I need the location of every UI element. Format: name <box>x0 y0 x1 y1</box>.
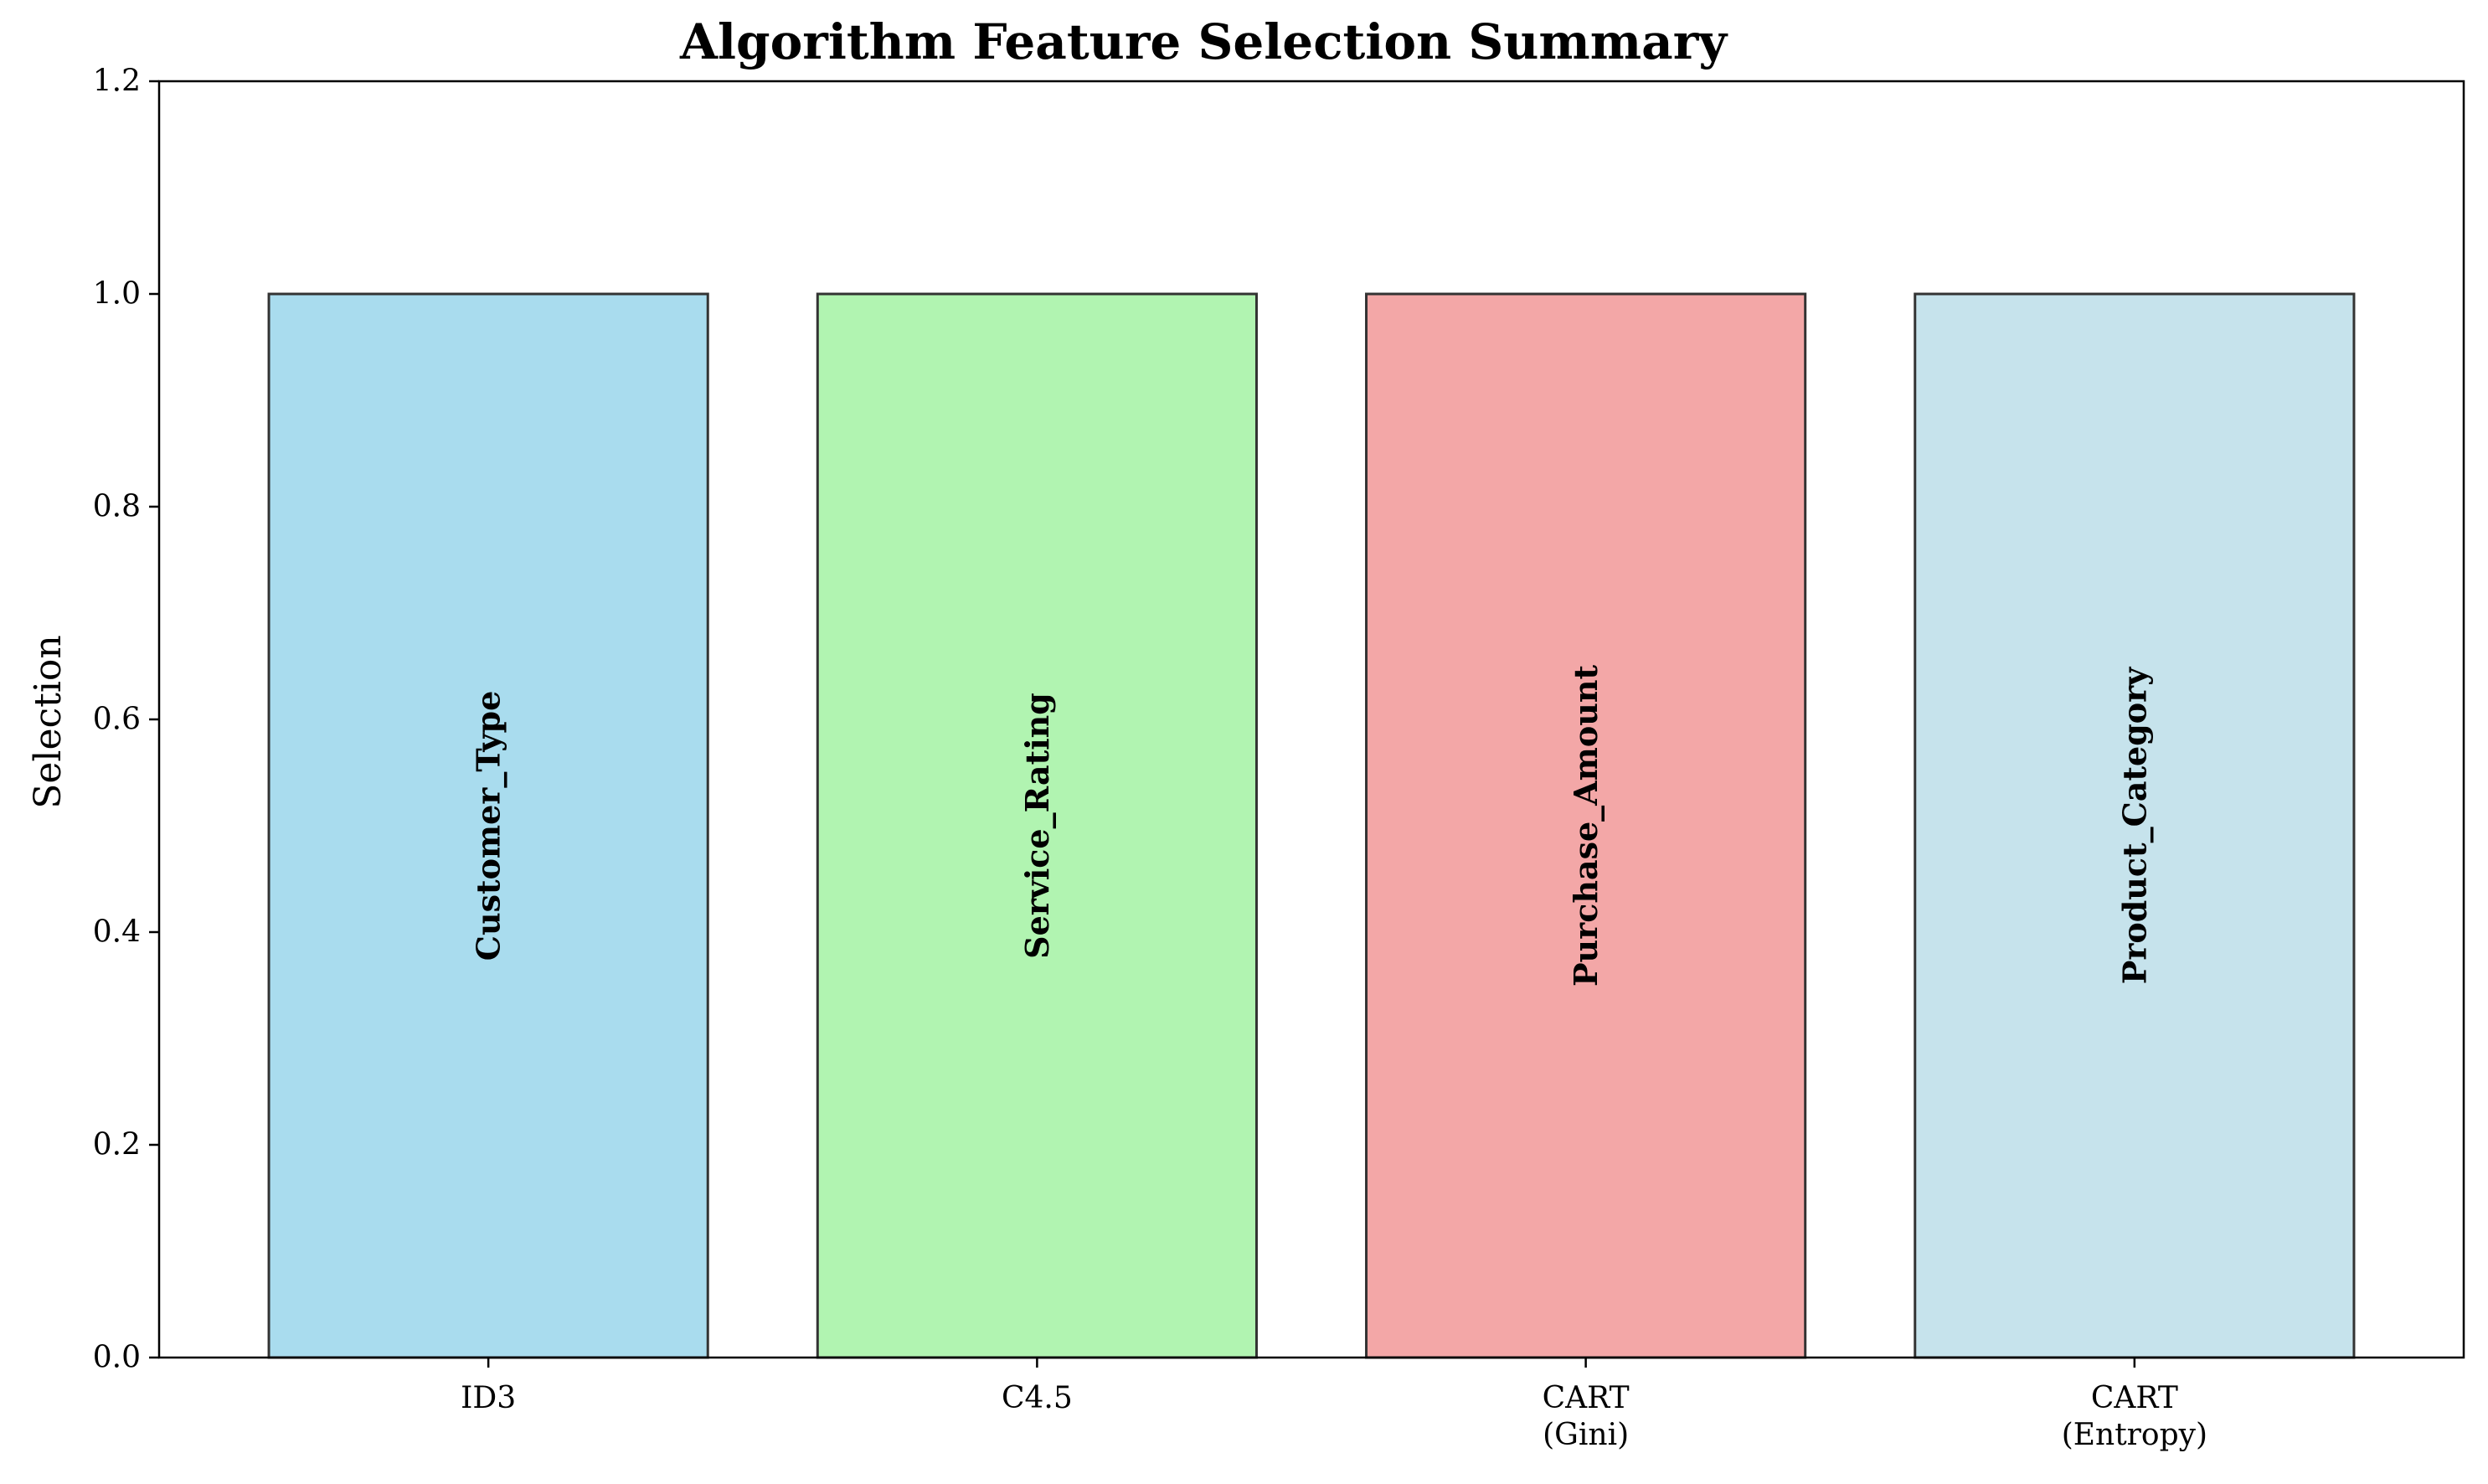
bars-layer <box>267 292 2356 1359</box>
chart-title: Algorithm Feature Selection Summary <box>679 13 1728 70</box>
x-tick-label-0: ID3 <box>461 1381 516 1415</box>
y-tick-label-6: 1.2 <box>93 64 141 99</box>
y-tick-label-1: 0.2 <box>93 1128 141 1162</box>
y-tick-label-2: 0.4 <box>93 915 141 950</box>
bar-label-3: Product_Category <box>2115 667 2153 984</box>
y-tick-label-5: 1.0 <box>93 277 141 312</box>
x-tick-label-2: CART (Gini) <box>1543 1381 1630 1452</box>
x-tick-label-1: C4.5 <box>1002 1381 1073 1415</box>
bar-0 <box>267 292 709 1359</box>
y-axis-label: Selection <box>27 635 70 809</box>
x-axis-ticks: ID3 C4.5 CART (Gini) CART (Entropy) <box>461 1358 2207 1452</box>
bar-2 <box>1365 292 1807 1359</box>
bar-3 <box>1914 292 2356 1359</box>
plot-frame <box>157 80 2465 1359</box>
bar-1 <box>816 292 1258 1359</box>
y-tick-label-4: 0.8 <box>93 490 141 524</box>
y-tick-label-0: 0.0 <box>93 1341 141 1375</box>
bar-label-1: Service_Rating <box>1018 693 1056 959</box>
bar-labels-layer: Customer_Type Service_Rating Purchase_Amou… <box>470 665 2154 987</box>
y-axis-ticks: 0.0 0.2 0.4 0.6 0.8 1.0 1.2 <box>93 64 159 1375</box>
bar-label-2: Purchase_Amount <box>1567 665 1605 987</box>
x-tick-label-3: CART (Entropy) <box>2062 1381 2207 1452</box>
y-tick-label-3: 0.6 <box>93 703 141 737</box>
bar-label-0: Customer_Type <box>470 691 507 961</box>
